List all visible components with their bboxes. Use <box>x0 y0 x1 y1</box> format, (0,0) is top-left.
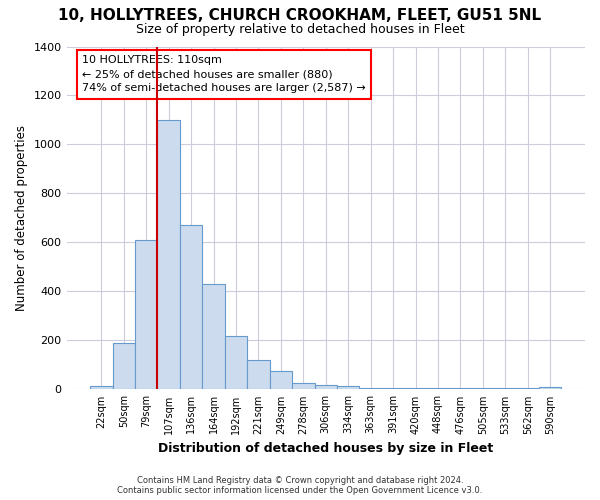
Bar <box>247 360 269 390</box>
Bar <box>337 386 359 390</box>
Bar <box>494 388 517 390</box>
Bar <box>472 388 494 390</box>
Bar <box>225 336 247 390</box>
Bar <box>157 120 180 390</box>
Text: 10 HOLLYTREES: 110sqm
← 25% of detached houses are smaller (880)
74% of semi-det: 10 HOLLYTREES: 110sqm ← 25% of detached … <box>82 55 366 93</box>
Bar <box>517 388 539 390</box>
Bar <box>135 240 157 390</box>
Bar <box>180 226 202 390</box>
Bar <box>314 384 337 390</box>
Bar <box>202 284 225 390</box>
Bar <box>539 387 562 390</box>
Bar <box>90 386 113 390</box>
Text: Contains HM Land Registry data © Crown copyright and database right 2024.
Contai: Contains HM Land Registry data © Crown c… <box>118 476 482 495</box>
X-axis label: Distribution of detached houses by size in Fleet: Distribution of detached houses by size … <box>158 442 493 455</box>
Bar <box>359 388 382 390</box>
Bar <box>269 371 292 390</box>
Text: 10, HOLLYTREES, CHURCH CROOKHAM, FLEET, GU51 5NL: 10, HOLLYTREES, CHURCH CROOKHAM, FLEET, … <box>58 8 542 22</box>
Bar <box>404 388 427 390</box>
Bar <box>382 388 404 390</box>
Bar <box>292 384 314 390</box>
Bar <box>449 388 472 390</box>
Text: Size of property relative to detached houses in Fleet: Size of property relative to detached ho… <box>136 22 464 36</box>
Bar <box>113 343 135 390</box>
Y-axis label: Number of detached properties: Number of detached properties <box>15 125 28 311</box>
Bar <box>427 388 449 390</box>
